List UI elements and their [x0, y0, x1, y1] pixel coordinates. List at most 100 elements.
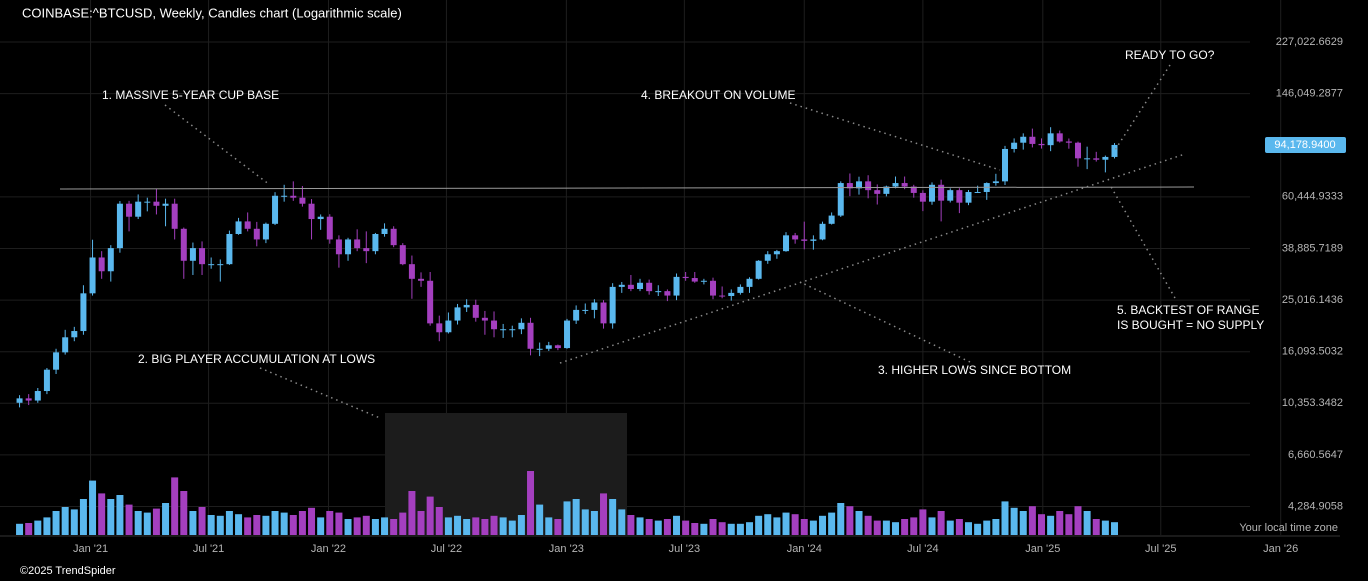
volume-bar [663, 519, 671, 535]
candle-body [381, 228, 388, 234]
volume-bar [791, 514, 799, 535]
volume-bar [1037, 514, 1045, 535]
volume-bar [755, 515, 763, 535]
volume-bar [162, 503, 170, 535]
candle-body [226, 233, 233, 265]
volume-bar [207, 515, 215, 535]
leader-line [164, 104, 271, 186]
candle-body [253, 228, 260, 240]
volume-bar [946, 520, 954, 535]
volume-bar [1010, 507, 1018, 535]
candle-body [883, 186, 890, 194]
volume-bar [107, 499, 115, 535]
candle-body [491, 320, 498, 330]
leader-line [799, 281, 971, 363]
volume-bar [682, 520, 690, 535]
volume-bar [280, 512, 288, 535]
candle-body [938, 184, 945, 201]
volume-bar [417, 511, 425, 535]
annotation: 3. HIGHER LOWS SINCE BOTTOM [878, 363, 1071, 377]
candle-body [463, 304, 470, 308]
candle-body [664, 291, 671, 296]
volume-bar [180, 491, 188, 535]
volume-bar [235, 514, 243, 535]
candle-body [737, 286, 744, 293]
volume-bar [517, 515, 525, 535]
y-tick-label: 10,353.3482 [1282, 397, 1343, 409]
candle-body [1020, 136, 1027, 143]
volume-bar [70, 509, 78, 535]
candle-body [1102, 156, 1109, 160]
volume-bar [1001, 501, 1009, 535]
volume-bar [125, 504, 133, 535]
volume-bar [116, 495, 124, 535]
candle-body [326, 216, 333, 240]
volume-bar [882, 520, 890, 535]
range-line [59, 186, 1195, 190]
volume-bar [864, 515, 872, 535]
x-tick-label: Jan '21 [73, 543, 108, 555]
candle-body [299, 197, 306, 204]
volume-bar [627, 515, 635, 535]
volume-bar [98, 493, 106, 535]
candle-body [965, 191, 972, 203]
candle-body [189, 248, 196, 261]
volume-bar [709, 519, 717, 535]
candle-body [500, 329, 507, 331]
volume-bar [536, 504, 544, 535]
volume-bar [955, 519, 963, 535]
candle-body [956, 190, 963, 203]
last-price-label: 94,178.9400 [1274, 139, 1335, 151]
candle-body [481, 317, 488, 321]
candle-body [1002, 148, 1008, 182]
volume-bar [317, 517, 325, 535]
volume-bar [271, 511, 279, 535]
candle-body [80, 293, 87, 332]
volume-bar [764, 514, 772, 535]
volume-bar [554, 519, 562, 535]
candle-body [600, 302, 607, 324]
volume-bar [43, 517, 51, 535]
annotation: READY TO GO? [1125, 48, 1215, 62]
annotation: 4. BREAKOUT ON VOLUME [641, 88, 795, 102]
volume-bar [335, 512, 343, 535]
volume-bar [1083, 511, 1091, 535]
candle-body [217, 264, 224, 266]
volume-bar [527, 471, 535, 535]
volume-bar [983, 520, 991, 535]
candle-body [262, 223, 269, 240]
volume-bar [581, 509, 589, 535]
candle-body [719, 295, 726, 297]
volume-bar [262, 515, 270, 535]
y-tick-label: 146,049.2877 [1276, 88, 1343, 100]
volume-bar [736, 523, 744, 535]
volume-bar [1074, 506, 1082, 535]
y-tick-label: 227,022.6629 [1276, 36, 1343, 48]
volume-bar [490, 515, 498, 535]
volume-bar [390, 519, 398, 535]
x-tick-label: Jul '24 [907, 543, 938, 555]
candle-body [436, 323, 443, 333]
candle-body [372, 233, 379, 252]
volume-bar [481, 519, 489, 535]
candle-body [107, 248, 114, 272]
y-tick-label: 38,885.7189 [1282, 242, 1343, 254]
candle-body [144, 201, 151, 203]
candle-body [573, 309, 580, 321]
timezone-note: Your local time zone [1239, 522, 1338, 534]
volume-bar [654, 520, 662, 535]
volume-bar [718, 522, 726, 535]
candle-body [25, 398, 32, 401]
candle-body [691, 278, 698, 282]
last-price-badge [1265, 136, 1346, 153]
candle-body [929, 184, 936, 202]
volume-bar [974, 523, 982, 535]
candle-body [792, 235, 799, 240]
volume-bar [901, 519, 909, 535]
chart-title: COINBASE:^BTCUSD, Weekly, Candles chart … [22, 5, 402, 20]
candle-body [682, 276, 689, 279]
candle-body [363, 248, 370, 252]
volume-bar [819, 515, 827, 535]
candle-body [947, 190, 954, 201]
volume-bar [381, 517, 389, 535]
